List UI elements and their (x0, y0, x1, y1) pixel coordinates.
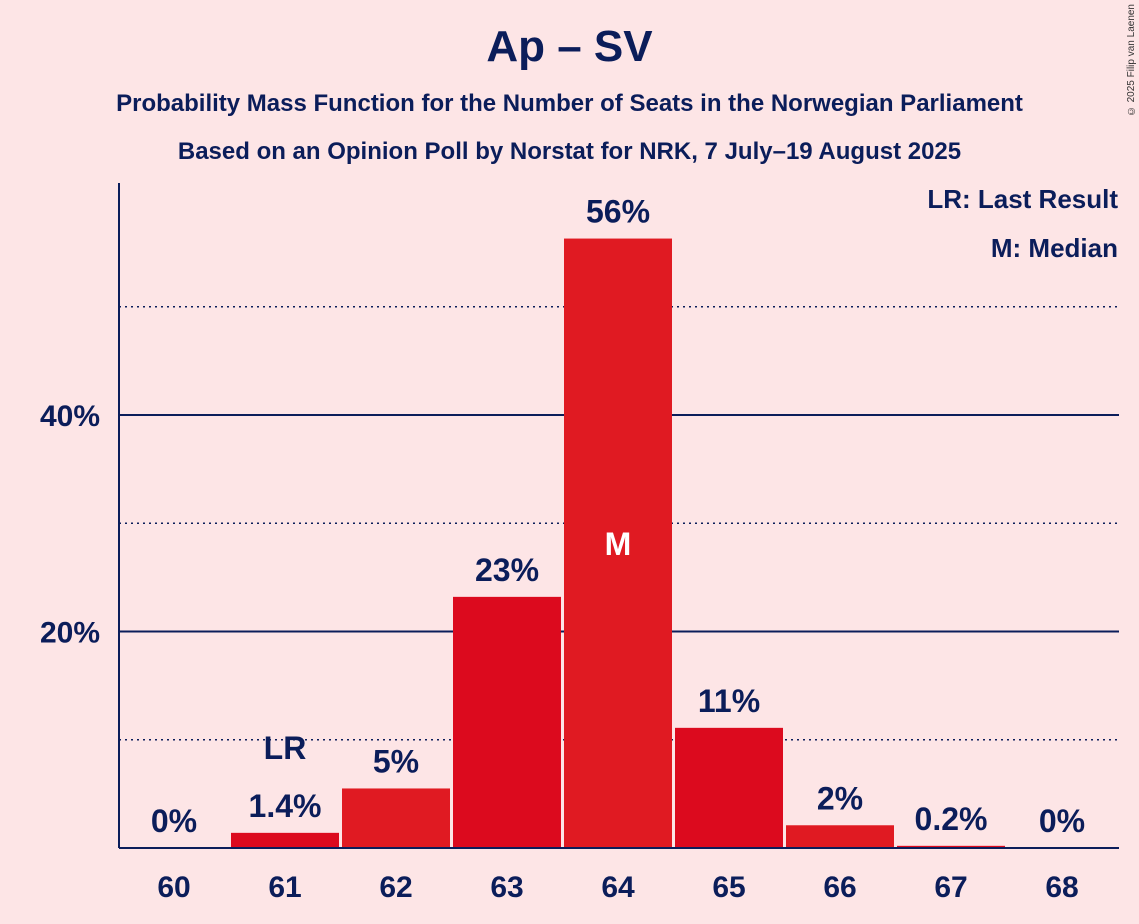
x-tick-label-60: 60 (157, 871, 190, 904)
data-label-60: 0% (151, 803, 197, 839)
legend-median: M: Median (990, 233, 1118, 263)
data-label-64: 56% (586, 194, 650, 230)
chart-title: Ap – SV (486, 22, 653, 71)
bar-61 (231, 832, 339, 848)
bar-63 (453, 596, 561, 848)
data-label-68: 0% (1039, 803, 1085, 839)
bar-67 (897, 845, 1005, 848)
chart-subtitle-2: Based on an Opinion Poll by Norstat for … (177, 138, 962, 165)
chart-subtitle: Probability Mass Function for the Number… (116, 90, 1023, 117)
y-tick-label-20: 20% (40, 617, 100, 650)
median-marker: M (605, 526, 632, 562)
x-tick-label-61: 61 (268, 871, 301, 904)
bar-62 (342, 788, 450, 848)
data-label-65: 11% (698, 683, 760, 719)
last-result-marker: LR (264, 730, 307, 766)
x-tick-label-62: 62 (379, 871, 412, 904)
data-label-61: 1.4% (249, 788, 322, 824)
data-label-63: 23% (475, 552, 539, 588)
x-tick-label-65: 65 (712, 871, 745, 904)
data-label-66: 2% (817, 780, 863, 816)
bar-64 (564, 238, 672, 849)
data-label-67: 0.2% (915, 801, 988, 837)
bar-66 (786, 825, 894, 848)
data-label-62: 5% (373, 743, 419, 779)
y-tick-label-40: 40% (40, 400, 100, 433)
bar-65 (675, 727, 783, 848)
x-tick-label-66: 66 (823, 871, 856, 904)
x-tick-label-68: 68 (1045, 871, 1078, 904)
x-tick-label-63: 63 (490, 871, 523, 904)
x-tick-label-67: 67 (934, 871, 967, 904)
legend-last-result: LR: Last Result (927, 184, 1118, 214)
x-tick-label-64: 64 (601, 871, 635, 904)
